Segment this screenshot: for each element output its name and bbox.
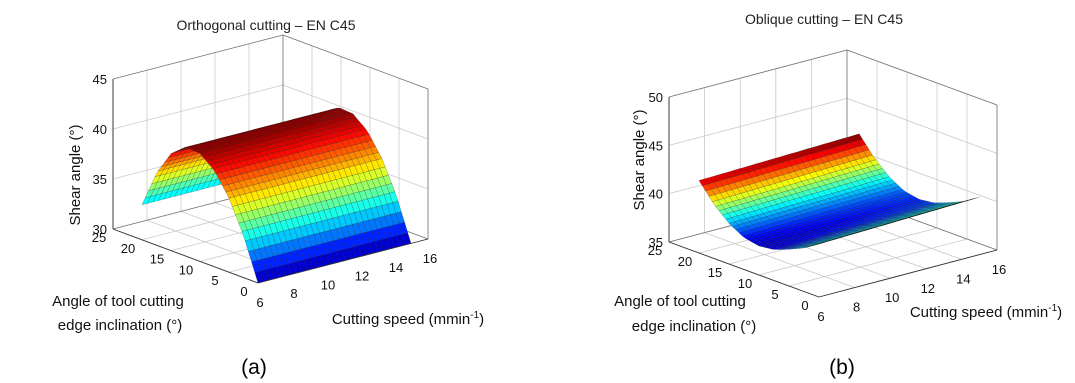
y-axis-label-a-line1: Angle of tool cutting xyxy=(52,293,184,310)
floor-grid-y xyxy=(788,238,968,287)
x-axis-label-a: Cutting speed (mmin-1) xyxy=(332,310,484,328)
box-back-edge xyxy=(846,49,998,106)
surface-patch xyxy=(815,242,825,245)
z-tick-label: 40 xyxy=(649,187,663,202)
y-tick-label: 5 xyxy=(211,273,218,288)
y-tick-label: 20 xyxy=(678,254,692,269)
box-back-edge xyxy=(282,34,429,90)
z-tick-label: 50 xyxy=(649,90,663,105)
panel-a: Orthogonal cutting – EN C45 6 8 10 12 14 16 0 5… xyxy=(52,17,484,379)
chart-title-b: Oblique cutting – EN C45 xyxy=(745,11,903,27)
z-tick-label: 30 xyxy=(93,222,107,237)
y-axis-label-b-line1: Angle of tool cutting xyxy=(614,293,746,310)
box-axis-edge xyxy=(668,241,820,298)
box-back-edge xyxy=(112,34,284,80)
sidewall-grid-z xyxy=(846,97,998,154)
y-tick-label: 20 xyxy=(121,241,135,256)
sidewall-grid-z xyxy=(282,84,429,140)
y-tick-label: 10 xyxy=(179,262,193,277)
box-axis-edge xyxy=(112,228,259,284)
z-tick-label: 45 xyxy=(649,138,663,153)
box-axis-edge xyxy=(818,249,998,298)
y-axis-label-b-line2: edge inclination (°) xyxy=(632,318,756,335)
x-tick-label: 16 xyxy=(423,251,437,266)
floor-grid-x xyxy=(704,232,855,288)
caption-b: (b) xyxy=(829,356,855,379)
y-tick-label: 15 xyxy=(708,265,722,280)
x-axis-label-b: Cutting speed (mmin-1) xyxy=(910,303,1062,321)
surface-a xyxy=(141,107,412,284)
y-tick-label: 5 xyxy=(771,287,778,302)
x-tick-label: 14 xyxy=(956,271,970,286)
x-tick-label: 8 xyxy=(290,286,297,301)
box-back-edge xyxy=(668,49,848,98)
x-tick-label: 12 xyxy=(355,269,369,284)
x-tick-label: 16 xyxy=(992,262,1006,277)
x-tick-label: 10 xyxy=(321,277,335,292)
box-axis-edge xyxy=(257,238,429,284)
panel-b: Oblique cutting – EN C45 6 8 10 12 14 16 0 5 10 1… xyxy=(614,11,1062,379)
z-tick-label: 35 xyxy=(93,172,107,187)
x-tick-label: 10 xyxy=(885,290,899,305)
y-axis-label-a-line2: edge inclination (°) xyxy=(58,317,182,334)
x-tick-label: 6 xyxy=(817,309,824,324)
z-axis-label-b: Shear angle (°) xyxy=(631,109,648,210)
y-tick-label: 15 xyxy=(150,252,164,267)
axes-box-a xyxy=(112,79,429,284)
surface-b xyxy=(698,133,980,250)
y-tick-label: 10 xyxy=(738,276,752,291)
z-tick-label: 40 xyxy=(93,122,107,137)
x-tick-label: 8 xyxy=(853,300,860,315)
z-tick-label: 45 xyxy=(93,72,107,87)
z-tick-label: 35 xyxy=(649,235,663,250)
axes-box-b xyxy=(668,97,998,298)
y-tick-label: 25 xyxy=(648,243,662,258)
backwall-grid-z xyxy=(668,97,848,146)
chart-title-a: Orthogonal cutting – EN C45 xyxy=(177,17,356,33)
y-tick-label: 0 xyxy=(240,284,247,299)
z-axis-label-a: Shear angle (°) xyxy=(67,124,84,225)
y-tick-label: 25 xyxy=(92,230,106,245)
y-tick-label: 0 xyxy=(801,298,808,313)
x-tick-label: 12 xyxy=(921,281,935,296)
backwall-grid-z xyxy=(112,84,284,130)
caption-a: (a) xyxy=(241,356,267,379)
floor-grid-y xyxy=(758,227,938,276)
x-tick-label: 6 xyxy=(256,295,263,310)
x-tick-label: 14 xyxy=(389,260,403,275)
